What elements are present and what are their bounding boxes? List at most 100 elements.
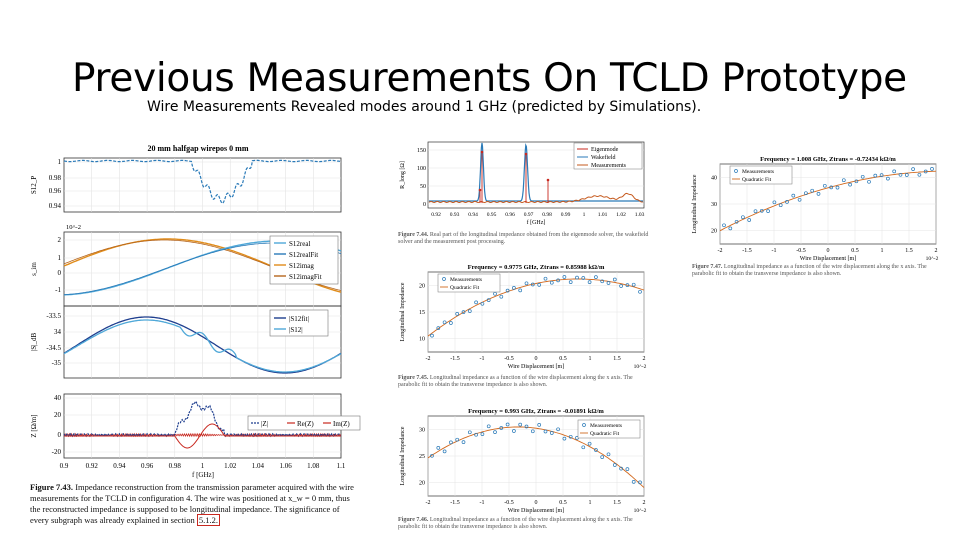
x-tick-label: 0.92 bbox=[431, 212, 441, 218]
x-axis-exponent: 10^-2 bbox=[634, 508, 647, 514]
measurement-point bbox=[474, 300, 478, 305]
mid-middle-figure: Frequency = 0.9775 GHz, Ztrans = 0.85988… bbox=[398, 258, 650, 390]
caption-ref-link[interactable]: 5.1.2. bbox=[196, 514, 220, 526]
measurement-point bbox=[537, 283, 542, 287]
legend-box bbox=[577, 419, 641, 439]
x-tick-label: 0.96 bbox=[141, 462, 154, 470]
x-axis-label: f [GHz] bbox=[527, 219, 546, 226]
caption-text: Longitudinal impedance as a function of … bbox=[398, 375, 633, 388]
x-axis-exponent: 10^-2 bbox=[926, 256, 939, 262]
eigenmode-marker bbox=[480, 150, 484, 154]
caption-text: Impedance reconstruction from the transm… bbox=[30, 482, 354, 525]
eigenmode-marker bbox=[478, 188, 482, 192]
legend-swatch bbox=[582, 423, 586, 427]
measurement-point bbox=[493, 291, 497, 296]
x-tick-label: 1.5 bbox=[613, 356, 621, 362]
y-tick-label: 40 bbox=[54, 394, 62, 402]
measurement-point bbox=[804, 191, 808, 196]
x-tick-label: 1.03 bbox=[635, 212, 645, 218]
subplot-1-curve bbox=[63, 159, 342, 204]
y-tick-label: 150 bbox=[417, 148, 426, 154]
y-axis-exponent: 10^-2 bbox=[66, 224, 81, 231]
y-tick-label: 0.94 bbox=[49, 202, 62, 210]
x-tick-label: 0.99 bbox=[561, 212, 571, 218]
measurement-point bbox=[594, 275, 598, 279]
measurement-point bbox=[810, 188, 815, 193]
measurement-point bbox=[430, 453, 434, 458]
caption-label: Figure 7.43. bbox=[30, 482, 74, 492]
y-tick-label: 34 bbox=[54, 328, 62, 336]
y-axis-label: s_im bbox=[30, 262, 38, 276]
y-axis-label: Longitudinal Impedance bbox=[400, 282, 406, 341]
x-tick-label: -2 bbox=[718, 248, 723, 254]
measurement-point bbox=[430, 333, 434, 338]
x-tick-label: -1 bbox=[480, 500, 485, 506]
legend-label: Quadratic Fit bbox=[742, 177, 772, 183]
y-axis-label: Longitudinal Impedance bbox=[692, 174, 698, 233]
mid-top-frame bbox=[427, 141, 645, 209]
left-figure-legends: S12real S12realFit S12imag S12imagFit |S12fi… bbox=[247, 235, 361, 431]
left-figure-grid bbox=[64, 158, 341, 458]
y-tick-label: 20 bbox=[54, 411, 62, 419]
x-tick-label: 2 bbox=[643, 500, 646, 506]
x-tick-label: 1.5 bbox=[905, 248, 913, 254]
x-axis-label: Wire Displacement [m] bbox=[508, 364, 564, 370]
measurement-point bbox=[917, 172, 922, 177]
measurement-point bbox=[556, 427, 560, 432]
subplot-3-legend-box bbox=[269, 309, 329, 337]
x-tick-label: 0.5 bbox=[851, 248, 859, 254]
x-tick-label: -1 bbox=[480, 356, 485, 362]
measurement-point bbox=[568, 434, 573, 439]
y-axis-label: Z [Ω/m] bbox=[30, 414, 38, 437]
x-tick-label: 0.94 bbox=[113, 462, 126, 470]
measurement-point bbox=[493, 430, 497, 434]
mid-middle-plot: Frequency = 0.9775 GHz, Ztrans = 0.85988… bbox=[400, 264, 647, 370]
measurement-point bbox=[829, 185, 834, 190]
eigenmode-marker bbox=[546, 178, 550, 182]
x-tick-label: 1 bbox=[583, 212, 586, 218]
eigenmode-marker bbox=[524, 152, 528, 156]
measurement-point bbox=[854, 179, 859, 184]
y-tick-label: 0.98 bbox=[49, 174, 62, 182]
measurement-point bbox=[638, 289, 642, 294]
legend-swatch bbox=[734, 169, 738, 173]
slide-subtitle: Wire Measurements Revealed modes around … bbox=[147, 99, 702, 115]
mid-top-figure: 150 100 50 0 R_long [Ω] 0.92 0.93 0.94 0.95 0.96 0… bbox=[398, 138, 650, 250]
x-tick-label: 1.1 bbox=[337, 462, 346, 470]
left-figure-plots: 20 mm halfgap wirepos 0 mm 10.980.960.94… bbox=[30, 144, 361, 479]
measurement-point bbox=[524, 281, 529, 286]
measurement-point bbox=[524, 424, 529, 429]
right-figure: Frequency = 1.008 GHz, Ztrans = -0.72434… bbox=[690, 150, 942, 280]
y-axis-label: Longitudinal Impedance bbox=[400, 426, 406, 485]
measurement-point bbox=[499, 426, 504, 430]
measurement-point bbox=[549, 431, 554, 435]
measurement-point bbox=[581, 445, 586, 450]
y-tick-label: -33.5 bbox=[46, 312, 61, 320]
y-tick-label: 15 bbox=[419, 310, 425, 316]
measurement-point bbox=[619, 284, 623, 288]
legend-label: Im(Z) bbox=[333, 420, 350, 428]
measurement-point bbox=[612, 463, 617, 467]
mid-bottom-figure: Frequency = 0.993 GHz, Ztrans = -0.01891… bbox=[398, 402, 650, 538]
y-tick-label: 1 bbox=[58, 158, 62, 166]
legend-label: Measurements bbox=[742, 169, 774, 175]
y-tick-label: 0 bbox=[58, 431, 62, 439]
measurement-point bbox=[911, 167, 915, 171]
measurement-point bbox=[449, 440, 453, 445]
x-tick-label: -1.5 bbox=[450, 500, 460, 506]
legend-label: Eigenmode bbox=[591, 147, 619, 153]
measurement-point bbox=[772, 200, 777, 205]
measurement-point bbox=[606, 452, 611, 457]
legend-label: Quadratic Fit bbox=[450, 285, 480, 291]
plot-title: Frequency = 0.9775 GHz, Ztrans = 0.85988… bbox=[468, 264, 605, 271]
measurement-point bbox=[518, 422, 523, 427]
x-tick-label: 1.02 bbox=[616, 212, 626, 218]
measurement-point bbox=[467, 309, 472, 313]
y-axis-label: |S|_dB bbox=[30, 332, 38, 351]
measurement-point bbox=[505, 422, 510, 427]
measurement-point bbox=[860, 174, 865, 179]
measurement-point bbox=[873, 173, 878, 178]
mid-middle-caption: Figure 7.45. Longitudinal impedance as a… bbox=[398, 375, 650, 389]
caption-label: Figure 7.45. bbox=[398, 375, 429, 381]
caption-text: Real part of the longitudinal impedance … bbox=[398, 232, 649, 245]
